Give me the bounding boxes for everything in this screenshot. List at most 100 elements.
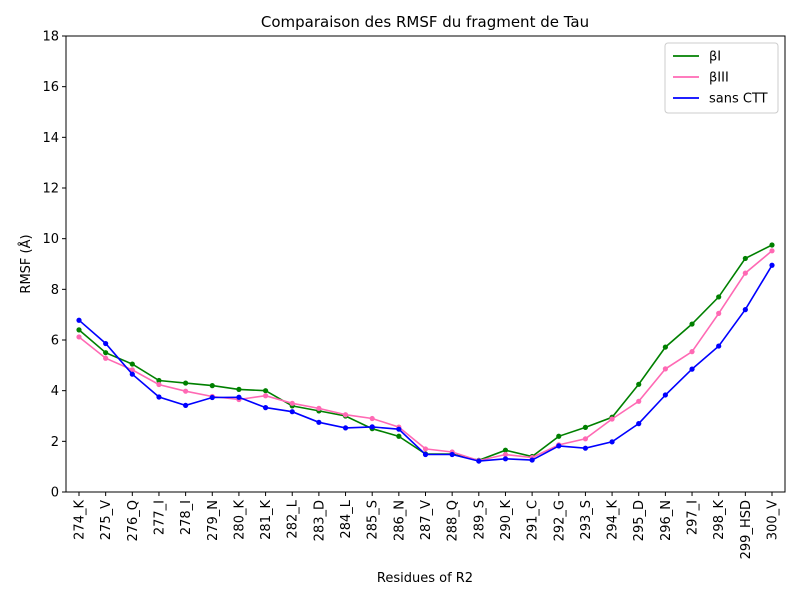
data-point <box>129 371 135 377</box>
data-point <box>156 381 162 388</box>
x-tick-label: 283_D <box>312 500 327 541</box>
x-tick-label: 292_G <box>552 500 567 541</box>
legend-box <box>664 42 779 114</box>
x-tick-label: 281_K <box>259 500 274 540</box>
y-tick-label: 6 <box>51 334 59 349</box>
data-point <box>183 380 189 386</box>
x-tick-label: 290_K <box>499 500 514 540</box>
data-point <box>422 446 429 452</box>
legend-entry: βIII <box>709 71 729 86</box>
y-tick-label: 8 <box>51 283 59 298</box>
data-point <box>209 383 215 389</box>
data-point <box>103 355 109 361</box>
data-point <box>209 394 215 401</box>
data-point <box>716 310 722 316</box>
data-point <box>422 451 429 458</box>
data-point <box>636 421 642 427</box>
data-point <box>742 307 748 313</box>
data-point <box>103 340 109 347</box>
data-point <box>582 424 589 430</box>
data-point <box>742 270 748 276</box>
data-point <box>636 398 642 404</box>
data-point <box>342 425 349 431</box>
data-point <box>556 433 562 439</box>
data-point <box>662 366 668 372</box>
data-point <box>396 426 402 432</box>
data-point <box>689 321 695 327</box>
legend-entry: βI <box>709 50 721 65</box>
y-tick-label: 12 <box>42 182 59 197</box>
x-tick-label: 275_V <box>99 500 114 540</box>
x-axis-label: Residues of R2 <box>377 571 473 586</box>
data-point <box>556 443 562 449</box>
y-axis: 0 2 4 6 8 10 12 14 16 18 <box>42 30 66 501</box>
data-point <box>316 405 322 411</box>
y-tick-label: 18 <box>42 30 59 45</box>
data-point <box>662 392 668 398</box>
x-tick-label: 287_V <box>419 500 434 540</box>
x-tick-label: 278_I <box>179 500 194 535</box>
data-point <box>289 409 295 415</box>
x-tick-label: 295_D <box>632 500 647 541</box>
plot-frame <box>65 35 786 493</box>
x-tick-label: 276_Q <box>126 500 141 542</box>
data-point <box>582 445 589 451</box>
data-point <box>662 344 668 350</box>
data-point <box>476 458 482 464</box>
data-point <box>502 447 509 453</box>
y-tick-label: 10 <box>42 232 59 247</box>
x-tick-label: 286_N <box>392 500 407 541</box>
data-point <box>449 451 455 458</box>
data-point <box>582 436 589 442</box>
y-tick-label: 0 <box>51 486 59 501</box>
data-point <box>262 405 269 411</box>
data-point <box>609 416 615 422</box>
chart-title: Comparaison des RMSF du fragment de Tau <box>261 13 589 31</box>
y-tick-label: 16 <box>42 80 59 95</box>
series-2 <box>76 262 775 464</box>
data-point <box>716 294 722 300</box>
x-tick-label: 294_K <box>606 500 621 540</box>
x-tick-label: 300_V <box>766 500 781 540</box>
data-point <box>103 350 109 356</box>
data-point <box>76 317 82 323</box>
data-point <box>236 386 242 392</box>
x-tick-label: 298_K <box>712 500 727 540</box>
data-point <box>769 248 775 254</box>
data-point <box>129 367 135 373</box>
data-point <box>129 361 135 367</box>
x-tick-label: 296_N <box>659 500 674 541</box>
data-point <box>156 394 162 400</box>
x-tick-label: 274_K <box>73 500 88 540</box>
data-point <box>636 381 642 387</box>
data-point <box>769 262 775 268</box>
plot-area <box>76 242 775 464</box>
data-point <box>742 255 748 262</box>
x-tick-label: 277_I <box>152 500 167 535</box>
x-tick-label: 285_S <box>366 500 381 540</box>
x-tick-label: 282_L <box>286 499 301 538</box>
data-point <box>369 415 375 422</box>
x-axis: 274_K 275_V 276_Q 277_I 278_I 279_N 280_K 281_K… <box>73 492 781 559</box>
data-point <box>369 424 375 430</box>
data-point <box>262 393 269 399</box>
data-point <box>689 349 695 355</box>
data-point <box>183 388 189 394</box>
data-point <box>689 366 695 372</box>
x-tick-label: 293_S <box>579 500 594 540</box>
data-point <box>76 327 82 333</box>
data-point <box>342 412 349 418</box>
data-point <box>502 456 509 462</box>
data-point <box>289 400 295 406</box>
y-axis-label: RMSF (Å) <box>18 234 34 293</box>
data-point <box>236 394 242 400</box>
data-point <box>529 457 535 463</box>
legend-entry: sans CTT <box>709 92 768 107</box>
x-tick-label: 299_HSD <box>739 500 754 559</box>
y-tick-label: 2 <box>51 435 59 450</box>
x-tick-label: 280_K <box>232 500 247 540</box>
data-point <box>183 402 189 408</box>
legend: βI βIII sans CTT <box>664 42 779 114</box>
x-tick-label: 288_Q <box>446 500 461 542</box>
